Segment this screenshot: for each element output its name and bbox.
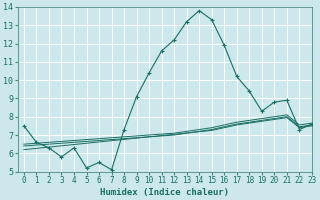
- X-axis label: Humidex (Indice chaleur): Humidex (Indice chaleur): [100, 188, 229, 197]
